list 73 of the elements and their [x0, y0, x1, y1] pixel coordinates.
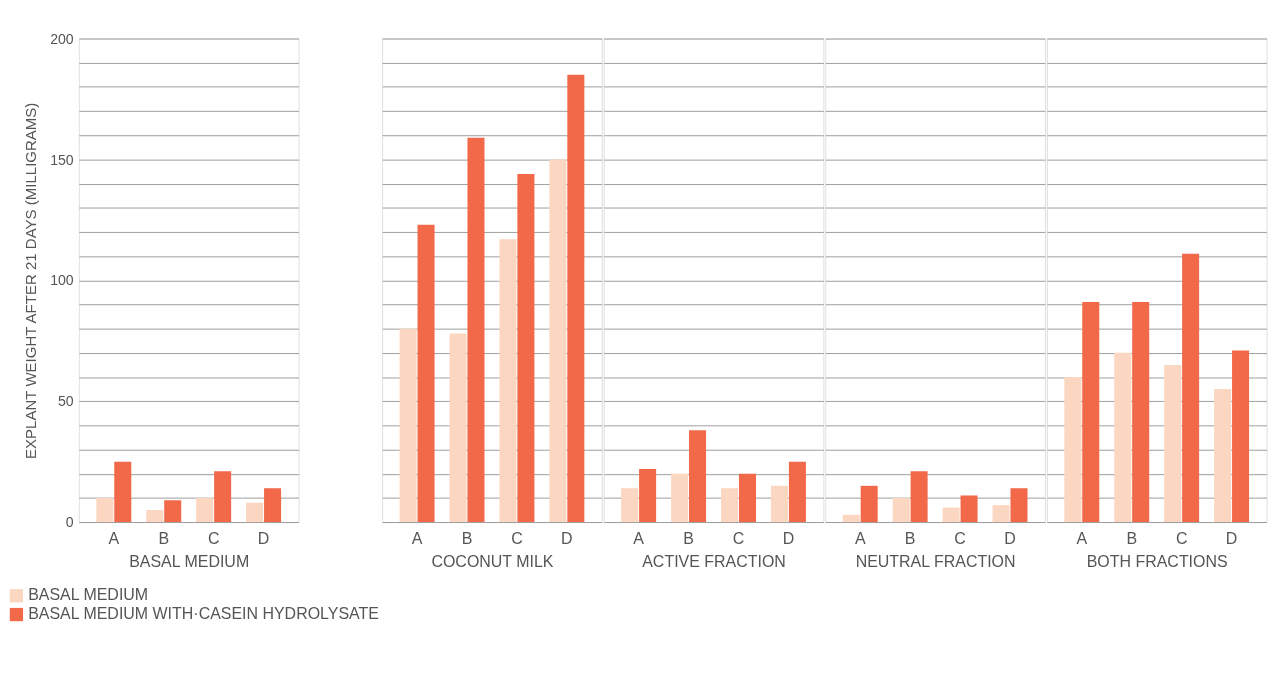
- bar: [549, 159, 567, 523]
- x-tick-label: B: [683, 530, 694, 548]
- bar: [467, 137, 485, 523]
- x-tick-label: C: [732, 530, 745, 548]
- x-axis-title: COCONUT MILK: [431, 552, 554, 570]
- bar: [892, 497, 910, 523]
- x-tick-label: D: [782, 530, 795, 548]
- x-tick-label: D: [1004, 530, 1016, 548]
- bar: [196, 497, 214, 523]
- x-axis-title: NEUTRAL FRACTION: [855, 552, 1016, 570]
- bar: [499, 239, 517, 523]
- bar: [96, 497, 114, 523]
- x-tick-label: C: [207, 530, 220, 548]
- x-tick-label: D: [257, 530, 270, 548]
- x-tick-label: B: [904, 530, 916, 548]
- x-tick-label: B: [158, 530, 170, 548]
- bar: [164, 500, 182, 523]
- y-tick-label: 0: [65, 514, 74, 531]
- y-tick-label: 50: [58, 393, 74, 410]
- bar: [1214, 389, 1232, 523]
- bar: [1082, 302, 1100, 523]
- x-tick-label: D: [561, 530, 573, 548]
- bar: [770, 485, 788, 523]
- x-axis-title: ACTIVE FRACTION: [642, 552, 786, 570]
- bar: [517, 173, 535, 523]
- bar: [842, 514, 860, 523]
- x-tick-label: A: [411, 530, 423, 548]
- bar: [449, 333, 467, 523]
- bar: [721, 488, 739, 523]
- bar: [942, 507, 960, 523]
- bar: [960, 495, 978, 523]
- bar: [1064, 377, 1082, 523]
- bar: [246, 502, 264, 523]
- x-tick-label: B: [1126, 530, 1138, 548]
- x-tick-label: A: [633, 530, 645, 548]
- bar: [1164, 364, 1182, 523]
- legend-label: BASAL MEDIUM: [28, 586, 149, 604]
- bar: [1114, 352, 1132, 523]
- bar: [1132, 302, 1150, 523]
- x-tick-label: C: [511, 530, 523, 548]
- bar: [671, 473, 689, 523]
- legend-label: BASAL MEDIUM WITH·CASEIN HYDROLYSATE: [28, 605, 379, 623]
- x-tick-label: A: [1076, 530, 1088, 548]
- bar: [738, 473, 756, 523]
- bar: [567, 74, 585, 523]
- bar: [1232, 350, 1250, 523]
- bar: [910, 471, 928, 523]
- x-tick-label: B: [461, 530, 473, 548]
- bar: [399, 328, 417, 523]
- x-tick-label: C: [1175, 530, 1188, 548]
- bar: [114, 461, 132, 523]
- bar: [860, 485, 878, 523]
- x-axis-title: BASAL MEDIUM: [129, 552, 250, 570]
- bar: [1182, 253, 1200, 523]
- bar: [621, 488, 639, 523]
- x-tick-label: A: [854, 530, 866, 548]
- x-tick-label: D: [1225, 530, 1238, 548]
- x-tick-label: C: [954, 530, 966, 548]
- bar: [146, 509, 164, 523]
- bar: [689, 430, 707, 523]
- y-tick-label: 100: [50, 272, 74, 289]
- y-tick-label: 200: [50, 30, 74, 47]
- bar: [1010, 488, 1028, 523]
- bar: [992, 505, 1010, 523]
- bar: [639, 468, 657, 523]
- x-axis-title: BOTH FRACTIONS: [1086, 552, 1228, 570]
- bar: [214, 471, 232, 523]
- bar: [788, 461, 806, 523]
- y-axis-title: EXPLANT WEIGHT AFTER 21 DAYS (MILLIGRAMS): [22, 102, 40, 459]
- bar: [417, 224, 435, 523]
- x-tick-label: A: [108, 530, 120, 548]
- bar: [264, 488, 282, 523]
- y-tick-label: 150: [50, 151, 74, 168]
